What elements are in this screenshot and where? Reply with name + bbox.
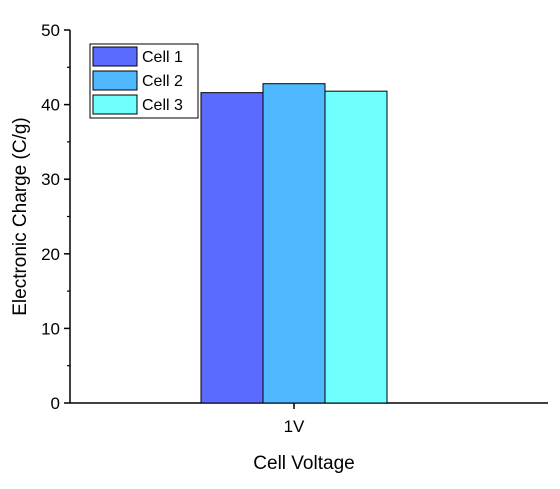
bar-cell-2 (262, 83, 326, 404)
y-ticks: 0 10 20 30 40 50 (41, 21, 70, 413)
y-tick-label: 0 (51, 394, 60, 413)
legend-swatch (92, 46, 138, 67)
x-axis-title: Cell Voltage (253, 453, 354, 474)
x-tick-label: 1V (284, 417, 305, 436)
legend-label: Cell 2 (142, 73, 183, 90)
y-tick-label: 50 (41, 21, 60, 40)
legend-swatch (92, 94, 138, 115)
bar-cell-3 (324, 90, 388, 404)
y-tick-label: 30 (41, 170, 60, 189)
legend-label: Cell 3 (142, 97, 183, 114)
legend-swatch (92, 70, 138, 91)
y-tick-label: 40 (41, 96, 60, 115)
legend: Cell 1 Cell 2 Cell 3 (89, 43, 199, 119)
y-tick-label: 20 (41, 245, 60, 264)
x-ticks: 1V (284, 403, 305, 436)
legend-label: Cell 1 (142, 49, 183, 66)
bars (200, 83, 388, 404)
y-axis-title: Electronic Charge (C/g) (10, 117, 31, 316)
y-tick-label: 10 (41, 319, 60, 338)
bar-cell-1 (200, 92, 264, 404)
